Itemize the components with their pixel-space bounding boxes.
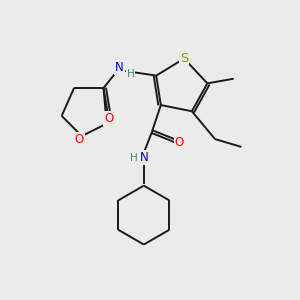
Text: O: O [104,112,113,125]
Text: N: N [140,151,149,164]
Text: H: H [127,69,135,79]
Text: S: S [180,52,188,65]
Text: H: H [130,153,138,163]
Text: O: O [175,136,184,149]
Text: N: N [115,61,124,74]
Text: O: O [75,133,84,146]
